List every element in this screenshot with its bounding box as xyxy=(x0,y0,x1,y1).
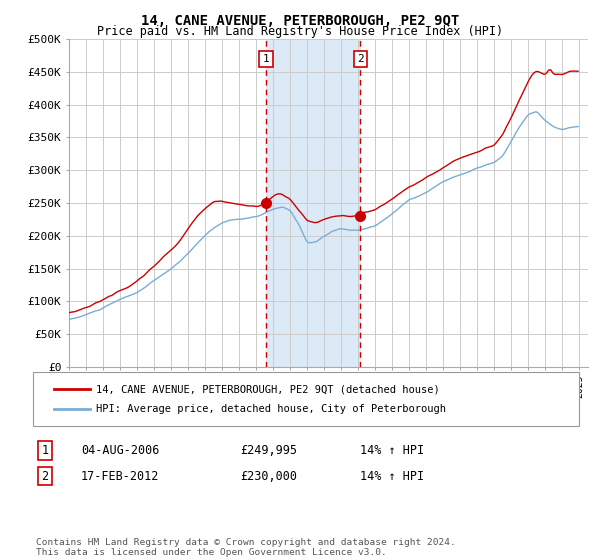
Text: HPI: Average price, detached house, City of Peterborough: HPI: Average price, detached house, City… xyxy=(96,404,446,414)
Text: 1: 1 xyxy=(41,444,49,458)
Text: £249,995: £249,995 xyxy=(240,444,297,458)
Text: Price paid vs. HM Land Registry's House Price Index (HPI): Price paid vs. HM Land Registry's House … xyxy=(97,25,503,38)
Text: Contains HM Land Registry data © Crown copyright and database right 2024.
This d: Contains HM Land Registry data © Crown c… xyxy=(36,538,456,557)
Text: £230,000: £230,000 xyxy=(240,469,297,483)
Text: 2: 2 xyxy=(357,54,364,64)
Text: 14, CANE AVENUE, PETERBOROUGH, PE2 9QT: 14, CANE AVENUE, PETERBOROUGH, PE2 9QT xyxy=(141,14,459,28)
Text: 1: 1 xyxy=(263,54,269,64)
Bar xyxy=(266,39,361,367)
Text: 04-AUG-2006: 04-AUG-2006 xyxy=(81,444,160,458)
Text: 14, CANE AVENUE, PETERBOROUGH, PE2 9QT (detached house): 14, CANE AVENUE, PETERBOROUGH, PE2 9QT (… xyxy=(96,385,440,394)
Text: 17-FEB-2012: 17-FEB-2012 xyxy=(81,469,160,483)
Text: 2: 2 xyxy=(41,469,49,483)
Text: 14% ↑ HPI: 14% ↑ HPI xyxy=(360,469,424,483)
Text: 14% ↑ HPI: 14% ↑ HPI xyxy=(360,444,424,458)
